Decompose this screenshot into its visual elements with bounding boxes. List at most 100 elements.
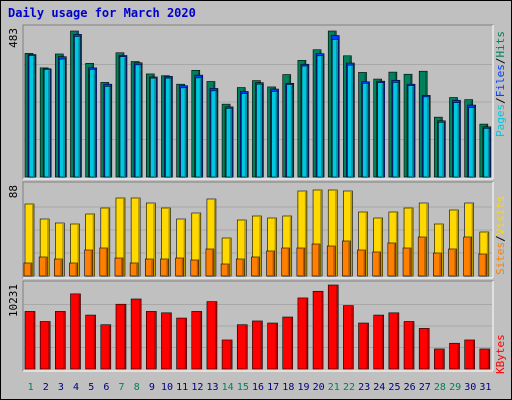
bar-kbytes-shade bbox=[472, 340, 475, 369]
bar-pages bbox=[165, 77, 172, 178]
bar-pages-shade bbox=[139, 65, 141, 177]
bar-kbytes bbox=[282, 316, 294, 370]
bar-kbytes-shade bbox=[290, 318, 293, 369]
bar-kbytes bbox=[130, 298, 142, 370]
bar-visits-shade bbox=[168, 209, 170, 276]
day-label: 2 bbox=[43, 382, 49, 393]
max-label-kbytes: 10231 bbox=[7, 284, 20, 317]
day-label: 8 bbox=[134, 382, 140, 393]
bar-pages bbox=[195, 77, 203, 178]
bar-pages bbox=[134, 64, 142, 178]
day-label: 5 bbox=[88, 382, 94, 393]
bar-sites bbox=[463, 236, 472, 277]
bar-sites-shade bbox=[196, 261, 199, 276]
bar-pages bbox=[149, 77, 157, 178]
day-label: 18 bbox=[282, 382, 294, 393]
bar-visits-shade bbox=[47, 220, 49, 276]
bar-pages-shade bbox=[154, 79, 156, 177]
bar-sites bbox=[205, 248, 215, 277]
bar-visits-shade bbox=[426, 204, 428, 276]
day-label: 16 bbox=[252, 382, 264, 393]
bar-visits-shade bbox=[395, 213, 398, 276]
day-label: 19 bbox=[297, 382, 309, 393]
bar-sites-shade bbox=[439, 254, 441, 276]
bar-pages-shade bbox=[260, 85, 262, 177]
bar-pages-shade bbox=[472, 108, 475, 177]
bar-kbytes-shade bbox=[199, 312, 202, 369]
bar-kbytes-shade bbox=[412, 322, 414, 369]
bar-sites-shade bbox=[227, 265, 229, 276]
day-label: 6 bbox=[103, 382, 109, 393]
bar-pages-shade bbox=[199, 78, 202, 177]
bar-visits-shade bbox=[122, 199, 125, 276]
bar-sites-shade bbox=[166, 260, 168, 276]
day-label: 21 bbox=[328, 382, 340, 393]
bar-pages bbox=[256, 83, 263, 178]
bar-kbytes bbox=[373, 314, 385, 370]
bar-kbytes bbox=[115, 303, 127, 370]
bar-sites bbox=[160, 258, 169, 277]
bar-sites-shade bbox=[302, 249, 305, 276]
day-label: 4 bbox=[73, 382, 79, 393]
bar-kbytes-shade bbox=[260, 321, 262, 369]
bar-kbytes bbox=[312, 290, 324, 370]
bar-visits-shade bbox=[213, 200, 216, 276]
bar-kbytes-shade bbox=[154, 312, 156, 369]
bar-visits-shade bbox=[259, 217, 261, 276]
legend-sites-visits: Sites/Visits bbox=[494, 196, 507, 276]
bar-visits-shade bbox=[411, 209, 413, 276]
day-label: 11 bbox=[176, 382, 188, 393]
bar-pages bbox=[362, 82, 369, 178]
legend-kbytes: KBytes bbox=[494, 334, 507, 374]
bar-sites bbox=[387, 242, 397, 277]
legend-visits: Visits bbox=[494, 196, 507, 236]
bar-visits-shade bbox=[183, 220, 186, 276]
bar-sites-shade bbox=[45, 258, 47, 276]
bar-kbytes bbox=[145, 311, 157, 370]
bar-pages-shade bbox=[351, 66, 353, 177]
bar-sites-shade bbox=[105, 249, 108, 276]
bar-kbytes bbox=[55, 311, 66, 370]
day-label: 17 bbox=[267, 382, 279, 393]
day-label: 10 bbox=[161, 382, 173, 393]
bar-visits-shade bbox=[456, 211, 459, 276]
day-label: 29 bbox=[449, 382, 461, 393]
bar-kbytes-shade bbox=[487, 349, 490, 369]
bar-visits-shade bbox=[138, 199, 140, 276]
legend-pages: Pages bbox=[494, 104, 507, 137]
bar-sites bbox=[235, 258, 245, 277]
bar-kbytes bbox=[464, 339, 475, 370]
bar-pages bbox=[225, 108, 233, 178]
bar-sites-shade bbox=[378, 253, 381, 276]
bar-kbytes-shade bbox=[63, 312, 65, 369]
bar-sites-shade bbox=[454, 250, 457, 276]
bar-kbytes-shade bbox=[139, 299, 141, 369]
bar-kbytes bbox=[403, 321, 415, 370]
day-label: 7 bbox=[119, 382, 125, 393]
bar-sites bbox=[357, 249, 366, 277]
bar-pages-shade bbox=[412, 86, 414, 177]
bar-kbytes bbox=[236, 324, 248, 370]
bar-sites-shade bbox=[348, 242, 350, 276]
bar-kbytes-shade bbox=[457, 344, 460, 369]
bar-sites bbox=[296, 247, 306, 277]
bar-sites-shade bbox=[363, 251, 366, 276]
bar-kbytes-shade bbox=[381, 316, 384, 369]
bar-pages-shade bbox=[48, 70, 50, 177]
bar-kbytes-shade bbox=[214, 302, 217, 369]
bar-kbytes bbox=[176, 317, 187, 370]
bar-pages bbox=[240, 93, 248, 178]
bar-pages bbox=[89, 69, 96, 178]
day-label: 3 bbox=[58, 382, 64, 393]
bar-pages bbox=[59, 58, 66, 178]
bar-pages bbox=[331, 39, 339, 178]
bar-sites bbox=[478, 253, 488, 277]
max-label-sites: 88 bbox=[7, 185, 20, 198]
bar-pages-shade bbox=[336, 40, 338, 177]
bar-pages-shade bbox=[169, 79, 171, 177]
bar-sites bbox=[326, 245, 336, 277]
bar-pages-shade bbox=[230, 109, 232, 177]
bar-kbytes-shade bbox=[366, 324, 369, 369]
bar-sites-shade bbox=[409, 249, 411, 276]
